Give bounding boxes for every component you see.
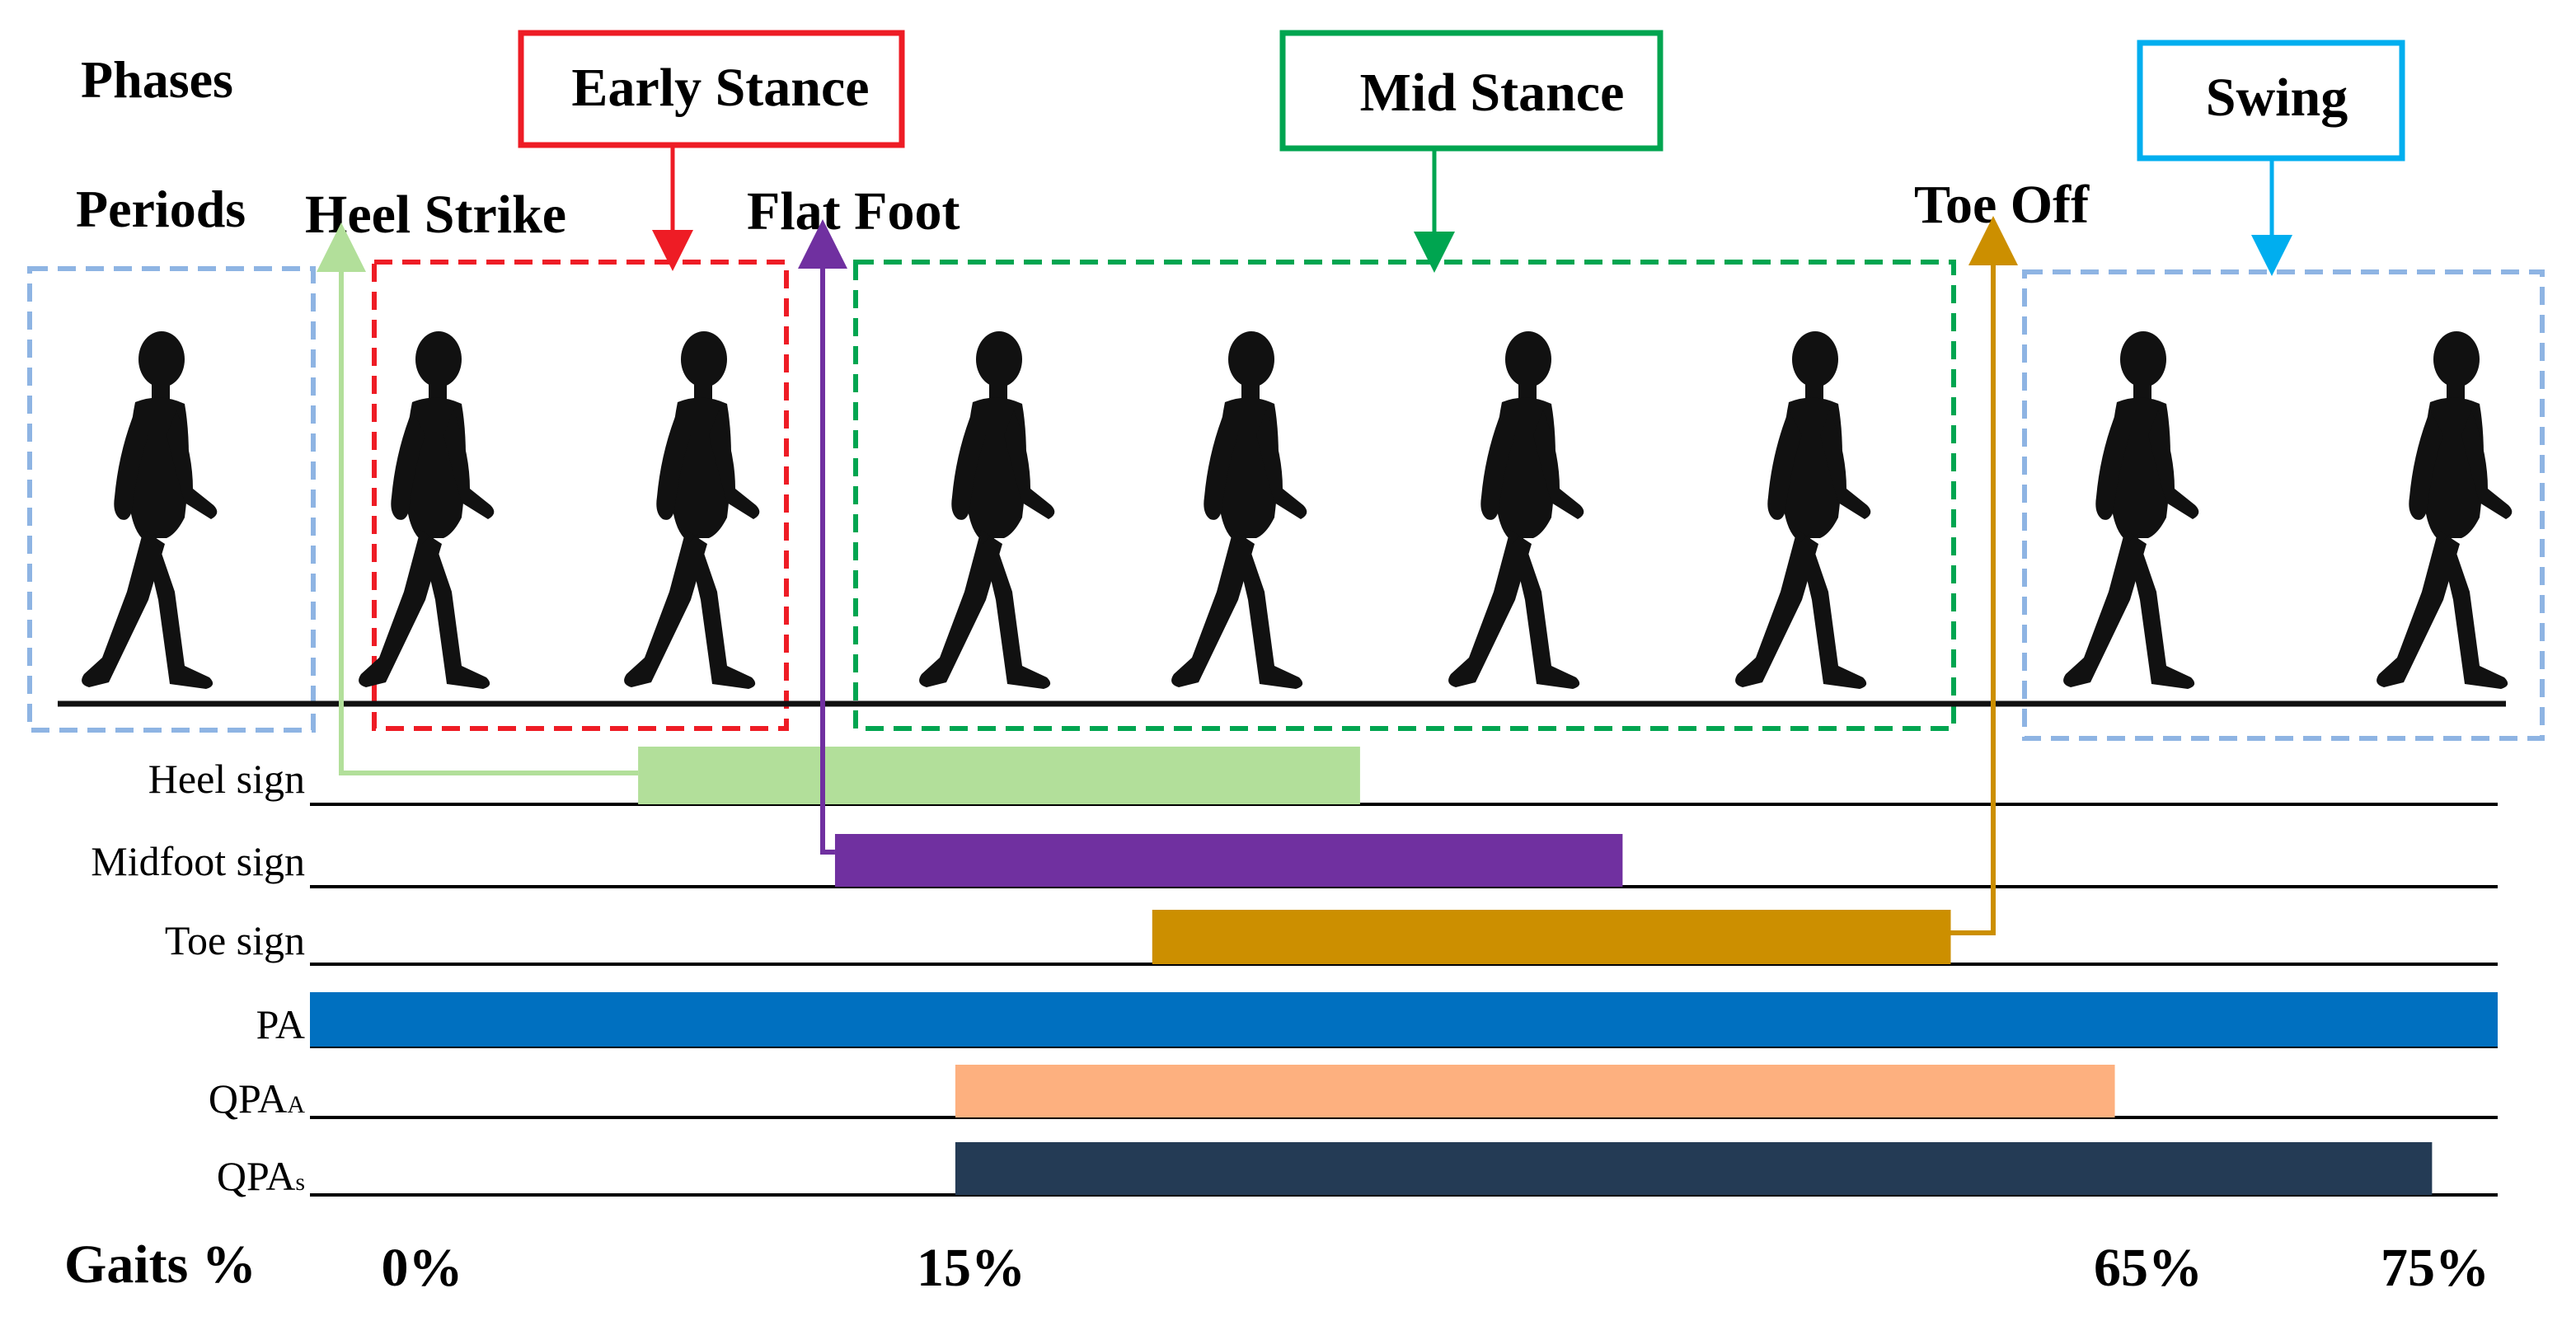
gait-tick-label: 75% <box>2381 1238 2489 1298</box>
signal-label-toe-sign: Toe sign <box>165 917 305 963</box>
phases-heading: Phases <box>81 50 233 109</box>
walking-figure <box>1171 331 1307 689</box>
walking-figure <box>1735 331 1871 689</box>
phase-label-swing: Swing <box>2206 68 2348 128</box>
period-label-heel-strike: Heel Strike <box>305 185 566 245</box>
signal-bar-qpa-s <box>955 1142 2433 1195</box>
phase-box-mid-stance <box>1279 30 1663 152</box>
phase-label-mid-stance: Mid Stance <box>1360 63 1625 123</box>
period-label-toe-off: Toe Off <box>1914 175 2090 235</box>
signal-bar-heel-sign <box>638 747 1360 804</box>
swing-group-box-right <box>2022 269 2545 741</box>
gait-tick-label: 0% <box>382 1238 463 1298</box>
walking-figure <box>2377 331 2513 689</box>
early-stance-group-box <box>372 260 789 731</box>
heel-strike-connector <box>317 223 639 775</box>
phase-box-early-stance <box>518 30 905 148</box>
walking-figure <box>359 331 495 689</box>
phase-label-early-stance: Early Stance <box>571 58 869 118</box>
period-label-flat-foot: Flat Foot <box>747 181 960 241</box>
walking-figure <box>624 331 760 689</box>
walking-figure <box>1448 331 1584 689</box>
gait-tick-label: 15% <box>917 1238 1025 1298</box>
swing-group-box-left <box>27 266 316 733</box>
gaits-heading: Gaits % <box>64 1234 256 1295</box>
signal-bar-qpa-a <box>955 1065 2115 1117</box>
signal-bar-pa <box>310 992 2498 1047</box>
toe-off-connector <box>1950 216 2018 935</box>
signal-label-qpa-a: QPAA <box>209 1075 305 1122</box>
signal-label-qpa-s: QPAs <box>217 1153 305 1199</box>
periods-heading: Periods <box>76 180 246 238</box>
walking-figure <box>82 331 218 689</box>
gait-tick-label: 65% <box>2094 1238 2203 1298</box>
signal-bar-toe-sign <box>1152 910 1951 964</box>
walking-figure <box>2063 331 2199 689</box>
signal-label-pa: PA <box>256 1001 305 1047</box>
flat-foot-connector <box>798 219 847 855</box>
signal-label-midfoot-sign: Midfoot sign <box>91 838 305 884</box>
signal-bar-midfoot-sign <box>834 834 1623 887</box>
walking-figure <box>919 331 1055 689</box>
mid-stance-group-box <box>853 260 1956 731</box>
signal-label-heel-sign: Heel sign <box>148 756 305 802</box>
